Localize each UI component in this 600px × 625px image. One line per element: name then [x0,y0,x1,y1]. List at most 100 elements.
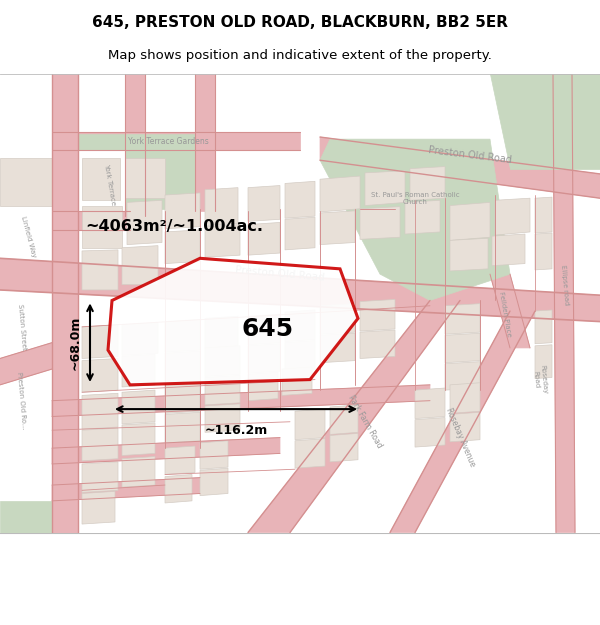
Polygon shape [127,200,162,244]
Polygon shape [165,319,200,352]
Polygon shape [320,176,360,212]
Polygon shape [248,186,280,221]
Text: Roseday
Road: Roseday Road [532,364,548,395]
Polygon shape [450,238,488,271]
Polygon shape [248,222,280,255]
Text: Ellipse road: Ellipse road [560,264,570,305]
Polygon shape [365,171,405,206]
Polygon shape [165,230,200,264]
Polygon shape [165,351,200,384]
Polygon shape [205,316,238,348]
Polygon shape [165,446,195,474]
Text: ~68.0m: ~68.0m [69,316,82,370]
Polygon shape [320,139,510,301]
Polygon shape [165,412,200,443]
Polygon shape [108,258,358,385]
Polygon shape [495,198,530,235]
Text: Sutton Street: Sutton Street [17,303,27,350]
Polygon shape [52,385,430,416]
Polygon shape [320,304,355,334]
Polygon shape [122,246,158,284]
Text: 645: 645 [242,317,294,341]
Polygon shape [82,325,118,359]
Polygon shape [82,250,118,290]
Polygon shape [52,74,78,532]
Polygon shape [122,354,155,387]
Polygon shape [82,462,118,492]
Polygon shape [295,409,325,440]
Polygon shape [450,412,480,442]
Polygon shape [78,134,195,209]
Polygon shape [285,310,315,342]
Polygon shape [205,346,240,376]
Polygon shape [200,468,228,496]
Polygon shape [205,404,240,432]
Polygon shape [165,474,192,503]
Polygon shape [205,376,240,405]
Text: ~4063m²/~1.004ac.: ~4063m²/~1.004ac. [85,219,263,234]
Text: York Terrace: York Terrace [103,163,116,206]
Text: Preston Old Ro...: Preston Old Ro... [17,372,28,429]
Polygon shape [285,341,315,371]
Polygon shape [122,457,155,487]
Polygon shape [200,441,228,469]
Polygon shape [450,202,490,241]
Polygon shape [415,418,445,447]
Polygon shape [82,158,120,200]
Polygon shape [248,372,278,401]
Polygon shape [415,388,445,419]
Polygon shape [195,74,215,211]
Polygon shape [320,211,355,244]
Polygon shape [295,439,325,468]
Polygon shape [52,132,300,149]
Polygon shape [330,433,358,462]
Text: St. Paul's Roman Catholic
Church: St. Paul's Roman Catholic Church [371,192,460,205]
Polygon shape [535,310,552,344]
Text: Feilden Place: Feilden Place [498,291,512,338]
Polygon shape [52,211,130,230]
Polygon shape [82,428,118,461]
Polygon shape [360,299,395,331]
Polygon shape [82,359,118,392]
Polygon shape [445,304,480,334]
Polygon shape [0,258,600,322]
Polygon shape [360,207,400,239]
Polygon shape [285,181,315,218]
Text: Preston Old Road: Preston Old Road [235,265,325,283]
Text: Map shows position and indicative extent of the property.: Map shows position and indicative extent… [108,49,492,62]
Polygon shape [450,382,480,413]
Polygon shape [535,197,552,233]
Polygon shape [535,345,552,379]
Polygon shape [0,501,52,532]
Polygon shape [52,438,280,464]
Polygon shape [248,344,280,373]
Polygon shape [82,206,122,248]
Polygon shape [405,200,440,234]
Text: York Terrace Gardens: York Terrace Gardens [128,137,208,146]
Polygon shape [122,390,155,424]
Polygon shape [0,158,52,206]
Polygon shape [122,322,158,356]
Polygon shape [492,234,525,266]
Polygon shape [0,342,52,385]
Polygon shape [165,382,200,413]
Polygon shape [52,478,200,501]
Polygon shape [82,491,115,524]
Polygon shape [282,367,312,396]
Polygon shape [320,137,600,198]
Text: Preston Old Road: Preston Old Road [428,145,512,165]
Polygon shape [553,74,575,532]
Polygon shape [82,393,118,429]
Text: Park Farm Road: Park Farm Road [346,394,384,450]
Polygon shape [535,233,552,270]
Polygon shape [125,74,145,216]
Text: ~116.2m: ~116.2m [205,424,268,437]
Polygon shape [445,362,480,390]
Polygon shape [248,314,280,345]
Text: Linfield Way: Linfield Way [20,216,37,259]
Polygon shape [410,166,445,200]
Polygon shape [330,405,358,434]
Polygon shape [360,330,395,359]
Polygon shape [490,274,530,348]
Polygon shape [285,217,315,250]
